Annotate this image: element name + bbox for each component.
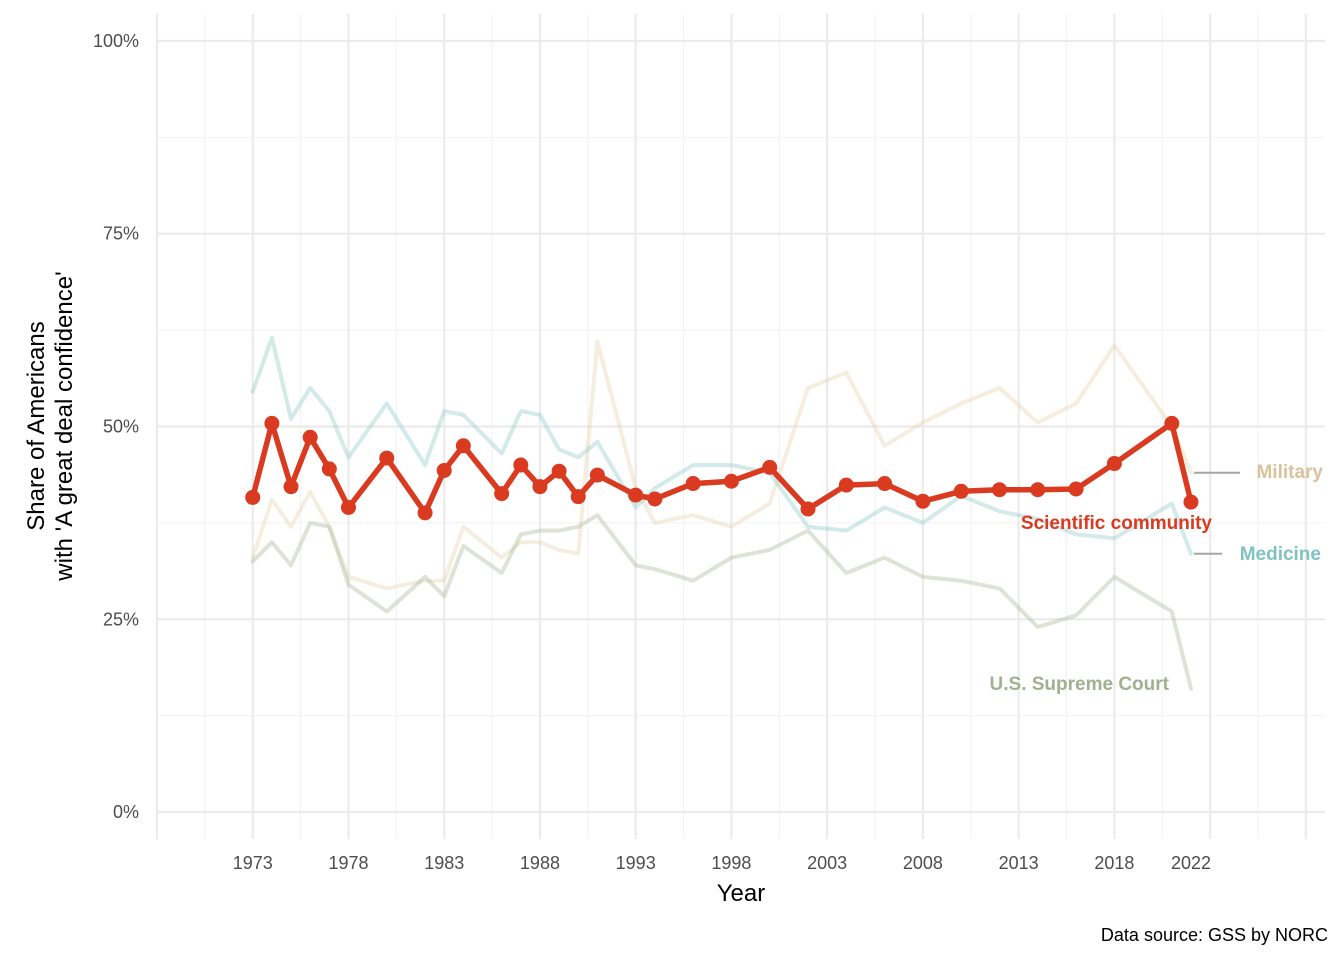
data-point-scientific-community: [513, 457, 529, 473]
data-point-scientific-community: [379, 450, 395, 466]
series-line-military: [250, 339, 1193, 591]
data-point-scientific-community: [589, 467, 605, 483]
x-tick-label: 2022: [1171, 853, 1211, 873]
x-tick-label: 1993: [616, 853, 656, 873]
data-point-scientific-community: [321, 461, 337, 477]
y-axis-title-line-1: Share of Americans: [23, 321, 50, 530]
data-point-scientific-community: [1068, 481, 1084, 497]
x-tick-label: 1983: [424, 853, 464, 873]
x-tick-label: 2008: [903, 853, 943, 873]
data-point-scientific-community: [340, 499, 356, 515]
series-line-medicine: [250, 335, 1193, 556]
y-tick-label: 100%: [93, 31, 139, 51]
major-gridlines: [155, 14, 1325, 839]
data-point-scientific-community: [838, 477, 854, 493]
data-point-scientific-community: [915, 493, 931, 509]
data-point-scientific-community: [245, 489, 261, 505]
data-point-scientific-community: [283, 479, 299, 495]
y-tick-label: 50%: [103, 417, 139, 437]
data-point-scientific-community: [302, 429, 318, 445]
data-point-scientific-community: [991, 482, 1007, 498]
x-tick-label: 1998: [711, 853, 751, 873]
x-tick-label: 1978: [328, 853, 368, 873]
data-point-scientific-community: [723, 473, 739, 489]
data-point-scientific-community: [494, 486, 510, 502]
x-tick-label: 2013: [999, 853, 1039, 873]
x-tick-label: 2003: [807, 853, 847, 873]
x-tick-label: 1988: [520, 853, 560, 873]
data-point-scientific-community: [551, 463, 567, 479]
series-label-medicine: Medicine: [1240, 544, 1321, 565]
data-point-scientific-community: [1164, 415, 1180, 431]
label-leader-lines: [1193, 471, 1240, 555]
data-source-caption: Data source: GSS by NORC: [1100, 925, 1328, 945]
data-point-scientific-community: [532, 479, 548, 495]
data-point-scientific-community: [685, 476, 701, 492]
y-tick-label: 75%: [103, 224, 139, 244]
data-point-scientific-community: [417, 505, 433, 521]
x-tick-label: 1973: [233, 853, 273, 873]
x-axis-title: Year: [717, 880, 766, 907]
x-tick-label: 2018: [1094, 853, 1134, 873]
series-label-military: Military: [1256, 462, 1323, 483]
data-point-scientific-community: [1183, 494, 1199, 510]
x-axis-ticks: 1973 1978 1983 1988 1993 1998 2003 2008 2013 2018…: [233, 853, 1211, 873]
data-point-scientific-community: [877, 476, 893, 492]
data-point-scientific-community: [1106, 456, 1122, 472]
data-point-scientific-community: [570, 489, 586, 505]
y-tick-label: 0%: [113, 802, 139, 822]
y-tick-label: 25%: [103, 609, 139, 629]
data-point-scientific-community: [436, 462, 452, 478]
data-point-scientific-community: [264, 415, 280, 431]
data-point-scientific-community: [953, 483, 969, 499]
series-label-scientific-community: Scientific community: [1021, 513, 1213, 534]
y-axis-title-line-2: with 'A great deal confidence': [51, 271, 78, 581]
series-line-u-s-supreme-court: [250, 513, 1193, 691]
data-point-scientific-community: [762, 459, 778, 475]
data-point-scientific-community: [455, 438, 471, 454]
series-line-scientific-community: [249, 420, 1194, 516]
data-point-scientific-community: [628, 487, 644, 503]
series-label-supreme-court: U.S. Supreme Court: [990, 674, 1170, 695]
data-point-scientific-community: [647, 491, 663, 507]
y-axis-ticks: 0% 25% 50% 75% 100%: [93, 31, 139, 822]
points-layer: [245, 415, 1199, 521]
data-point-scientific-community: [1030, 482, 1046, 498]
data-point-scientific-community: [800, 501, 816, 517]
